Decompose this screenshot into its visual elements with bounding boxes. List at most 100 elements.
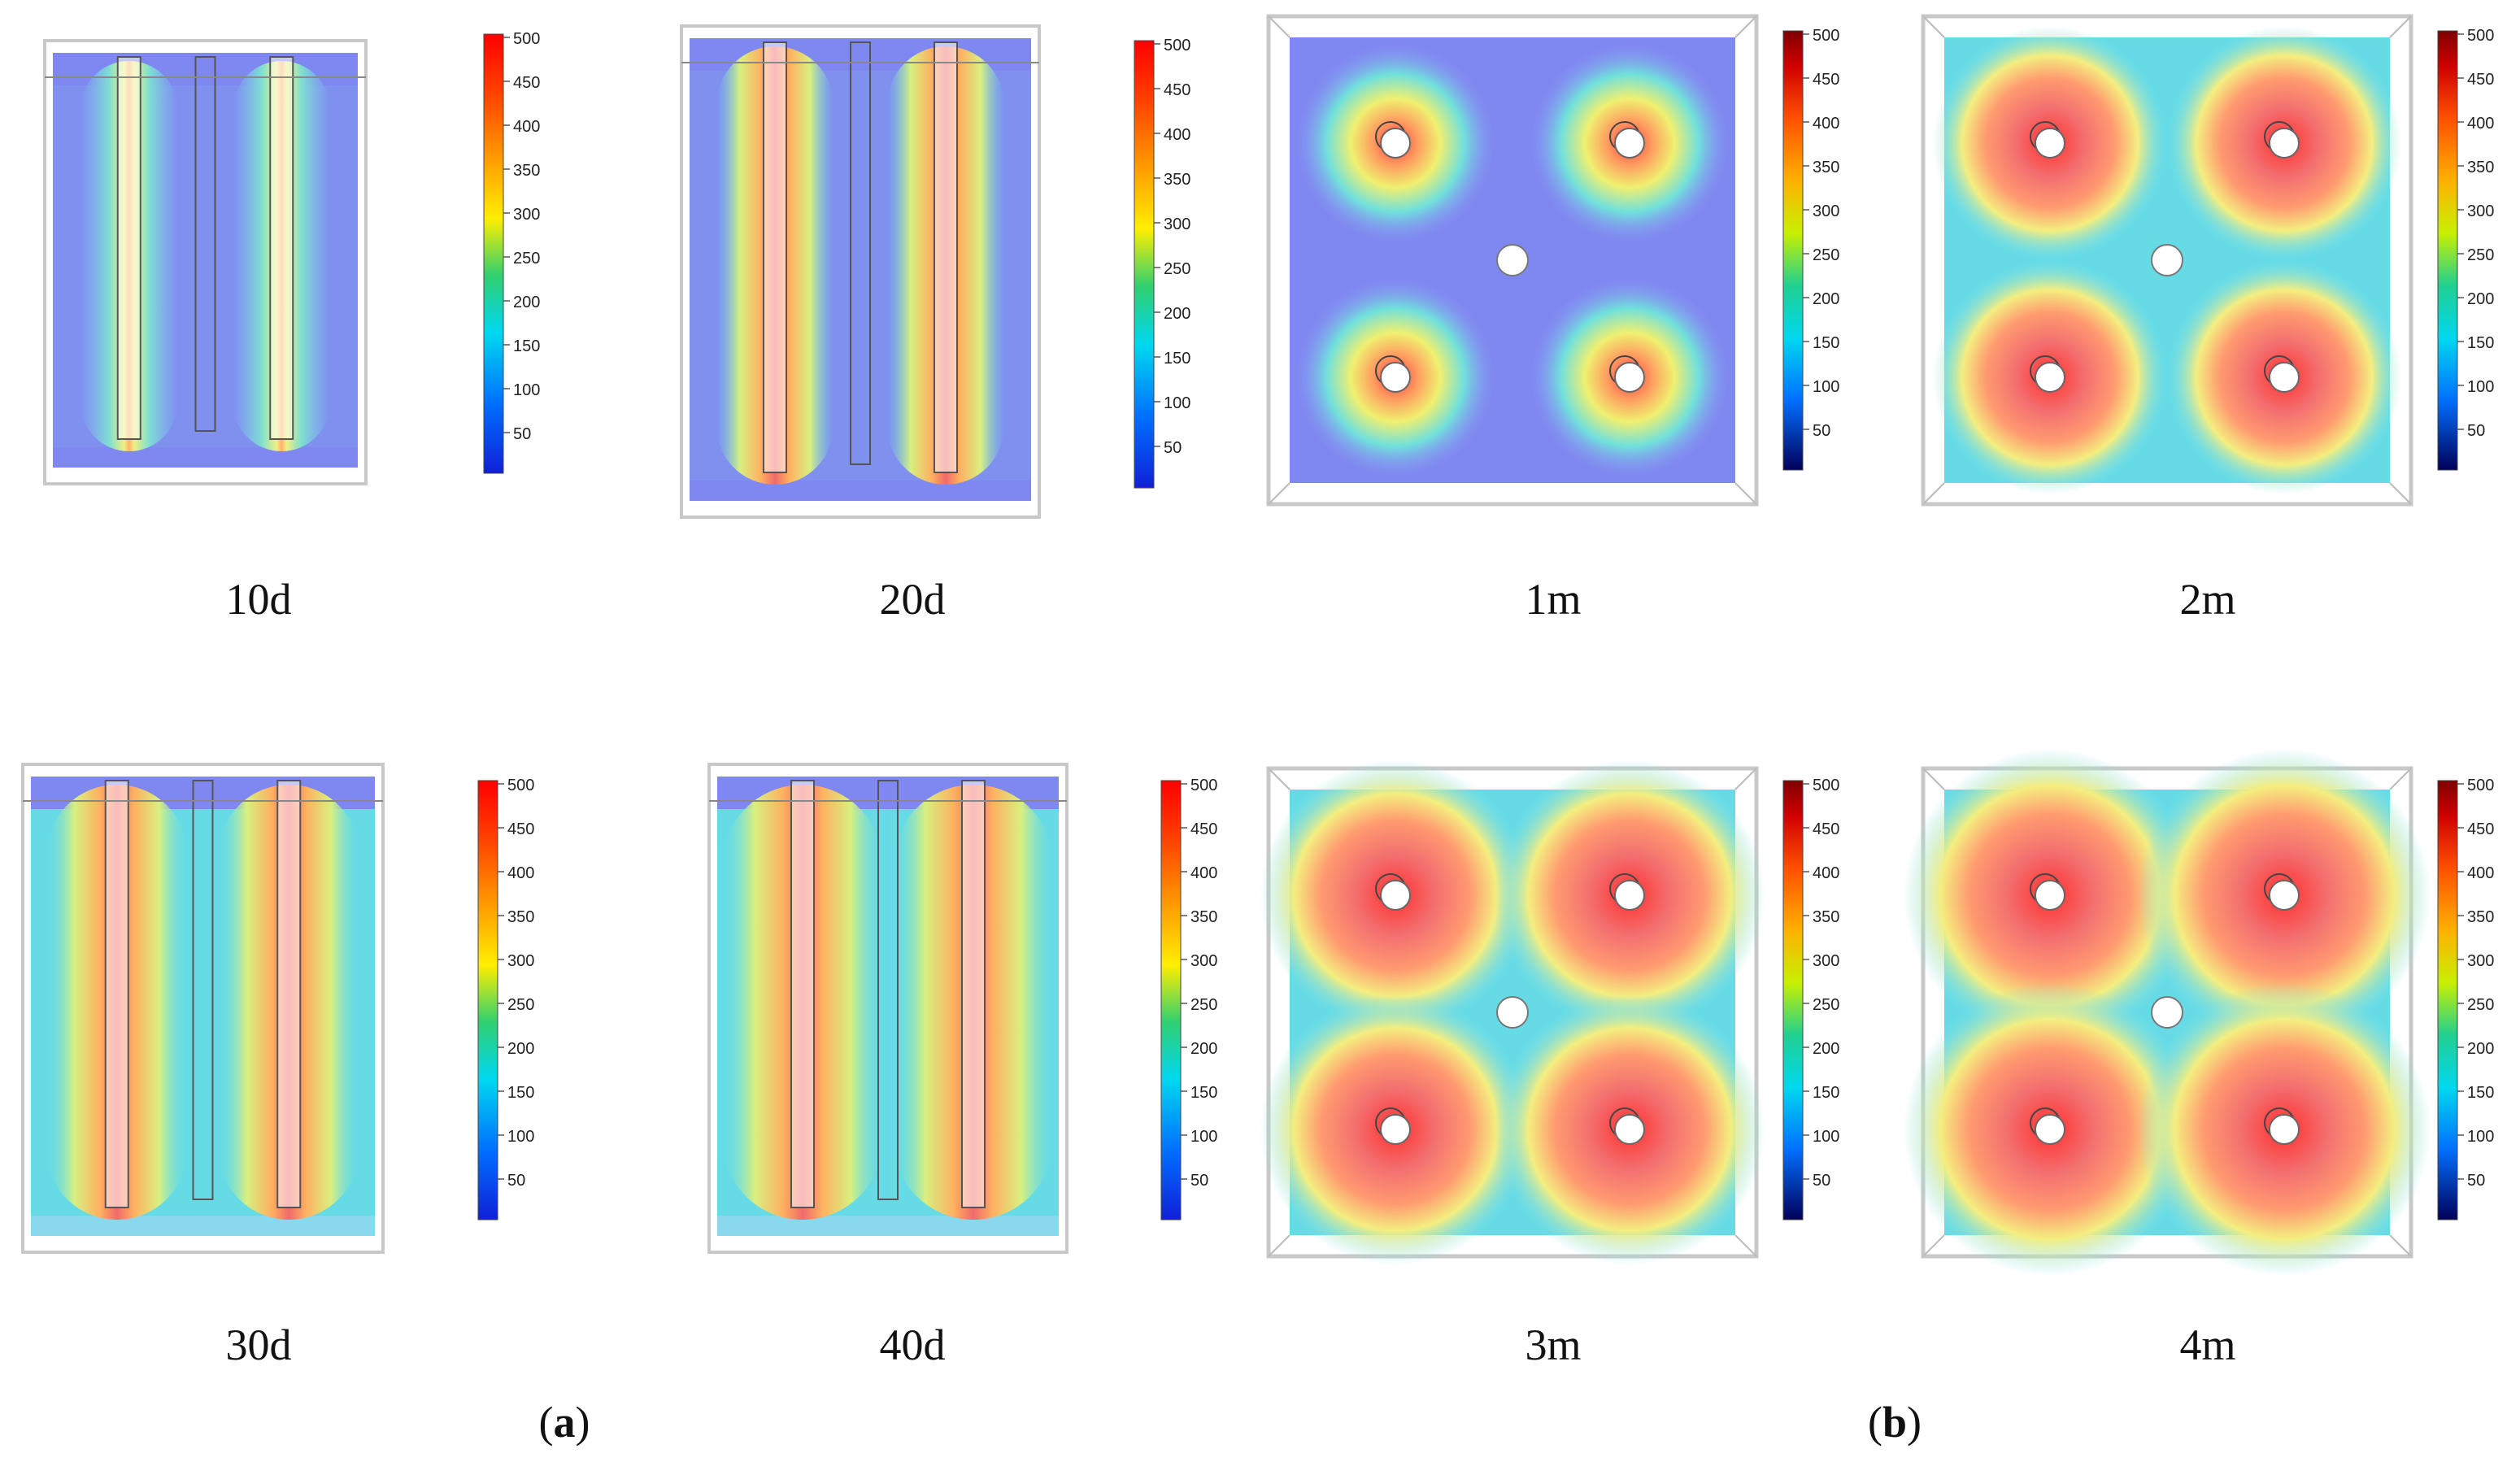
colorbar-tick-label: 100 xyxy=(1190,1128,1217,1146)
panel-label: 20d xyxy=(880,575,946,624)
colorbar-tick-label: 350 xyxy=(507,908,534,926)
colorbar-tick-label: 450 xyxy=(513,74,540,92)
colorbar-tick-label: 300 xyxy=(1190,952,1217,970)
frame-corner xyxy=(1734,482,1757,505)
colorbar-side-3: 500 450 400 350 300 250 200 150 100 50 xyxy=(477,777,534,1221)
colorbar-tick-label: 250 xyxy=(1190,996,1217,1014)
colorbar-tick-label: 50 xyxy=(1813,422,1830,440)
frame-corner xyxy=(2389,768,2412,790)
colorbar-tick-label: 400 xyxy=(507,864,534,882)
heat-pipe-4 xyxy=(2269,1114,2300,1145)
colorbar-tick-label: 100 xyxy=(2467,378,2494,396)
colorbar-tick-label: 400 xyxy=(1813,864,1839,882)
colorbar-tick-label: 250 xyxy=(513,250,540,268)
frame-corner xyxy=(1922,15,1945,38)
colorbar-tick-label: 200 xyxy=(2467,1040,2494,1058)
frame-corner xyxy=(2389,482,2412,505)
colorbar-tick-label: 400 xyxy=(1164,126,1190,144)
heat-pipe-2 xyxy=(2269,880,2300,911)
plan-panel-3m: 500 450 400 350 300 250 200 150 100 50 3m xyxy=(1260,759,1839,1369)
heat-pipe-1 xyxy=(1380,880,1411,911)
frame-corner xyxy=(1922,768,1945,790)
colorbar-tick-label: 450 xyxy=(1164,81,1190,99)
center-pipe xyxy=(2151,996,2183,1029)
colorbar-tick-label: 300 xyxy=(2467,202,2494,220)
colorbar-tick-label: 150 xyxy=(513,337,540,355)
bottom-band xyxy=(690,481,1031,501)
colorbar-tick-label: 50 xyxy=(513,425,531,443)
colorbar-side-1: 500 450 400 350 300 250 200 150 100 50 xyxy=(483,30,540,474)
colorbar-tick-label: 450 xyxy=(1190,820,1217,838)
colorbar-tick-label: 200 xyxy=(1164,305,1190,323)
frame-corner xyxy=(1268,15,1290,38)
heat-pipe-2 xyxy=(1614,880,1645,911)
colorbar-tick-label: 50 xyxy=(1190,1172,1208,1190)
colorbar-tick-label: 100 xyxy=(513,381,540,399)
plan-panel-2m: 500 450 400 350 300 250 200 150 100 50 2m xyxy=(1921,14,2494,624)
colorbar-tick-label: 300 xyxy=(1164,215,1190,233)
colorbar-tick-label: 350 xyxy=(1813,908,1839,926)
colorbar-tick-label: 250 xyxy=(2467,246,2494,264)
colorbar-tick-label: 200 xyxy=(507,1040,534,1058)
colorbar-tick-label: 350 xyxy=(1164,171,1190,189)
colorbar-tick-label: 450 xyxy=(2467,71,2494,89)
colorbar-tick-label: 500 xyxy=(1813,777,1839,794)
colorbar-tick-label: 250 xyxy=(1164,260,1190,278)
frame-corner xyxy=(1268,768,1290,790)
colorbar-scale xyxy=(1782,30,1804,471)
bottom-band xyxy=(31,1216,375,1236)
colorbar-scale xyxy=(483,33,504,474)
colorbar-plan-2: 500 450 400 350 300 250 200 150 100 50 xyxy=(2437,27,2494,471)
colorbar-scale xyxy=(2437,780,2458,1221)
colorbar-tick-label: 450 xyxy=(1813,820,1839,838)
heat-pipe-1 xyxy=(763,41,787,473)
colorbar-tick-label: 450 xyxy=(1813,71,1839,89)
colorbar-tick-label: 100 xyxy=(1164,394,1190,412)
colorbar-tick-label: 150 xyxy=(507,1084,534,1102)
heat-pipe-4 xyxy=(1614,362,1645,393)
colorbar-tick-label: 300 xyxy=(507,952,534,970)
panel-label: 1m xyxy=(1525,575,1581,624)
colorbar-tick-label: 500 xyxy=(1190,777,1217,794)
heat-pipe-4 xyxy=(1614,1114,1645,1145)
heat-pipe-1 xyxy=(2035,880,2065,911)
colorbar-tick-label: 100 xyxy=(2467,1128,2494,1146)
colorbar-tick-label: 350 xyxy=(1813,159,1839,176)
colorbar-tick-label: 300 xyxy=(513,206,540,224)
colorbar-tick-label: 400 xyxy=(1813,115,1839,133)
colorbar-tick-label: 350 xyxy=(2467,159,2494,176)
heat-pipe-3 xyxy=(1380,1114,1411,1145)
frame-corner xyxy=(1268,1234,1290,1257)
bottom-band xyxy=(53,447,358,468)
heat-pipe-1 xyxy=(104,780,129,1208)
colorbar-tick-label: 400 xyxy=(513,118,540,136)
colorbar-tick-label: 50 xyxy=(507,1172,525,1190)
center-pipe xyxy=(194,56,216,432)
heat-pipe-1 xyxy=(2035,128,2065,159)
colorbar-tick-label: 200 xyxy=(1813,290,1839,308)
colorbar-tick-label: 500 xyxy=(1813,27,1839,45)
bottom-band xyxy=(717,1216,1059,1236)
colorbar-tick-label: 500 xyxy=(2467,777,2494,794)
colorbar-tick-label: 400 xyxy=(2467,115,2494,133)
colorbar-scale xyxy=(2437,30,2458,471)
frame-corner xyxy=(1922,482,1945,505)
colorbar-tick-label: 500 xyxy=(507,777,534,794)
colorbar-scale xyxy=(1134,40,1155,489)
plan-panel-1m: 500 450 400 350 300 250 200 150 100 50 1m xyxy=(1266,14,1839,624)
colorbar-tick-label: 50 xyxy=(1164,439,1182,457)
center-pipe xyxy=(2151,244,2183,276)
heat-pipe-1 xyxy=(790,780,815,1208)
frame-corner xyxy=(1734,1234,1757,1257)
group-label-b: (b) xyxy=(1868,1398,1922,1447)
colorbar-tick-label: 250 xyxy=(2467,996,2494,1014)
colorbar-side-2: 500 450 400 350 300 250 200 150 100 50 xyxy=(1134,37,1190,489)
colorbar-tick-label: 100 xyxy=(1813,378,1839,396)
frame-corner xyxy=(1268,482,1290,505)
colorbar-scale xyxy=(477,780,498,1221)
panel-label: 3m xyxy=(1525,1321,1581,1369)
colorbar-tick-label: 350 xyxy=(513,162,540,180)
heat-pipe-3 xyxy=(2035,1114,2065,1145)
colorbar-scale xyxy=(1782,780,1804,1221)
